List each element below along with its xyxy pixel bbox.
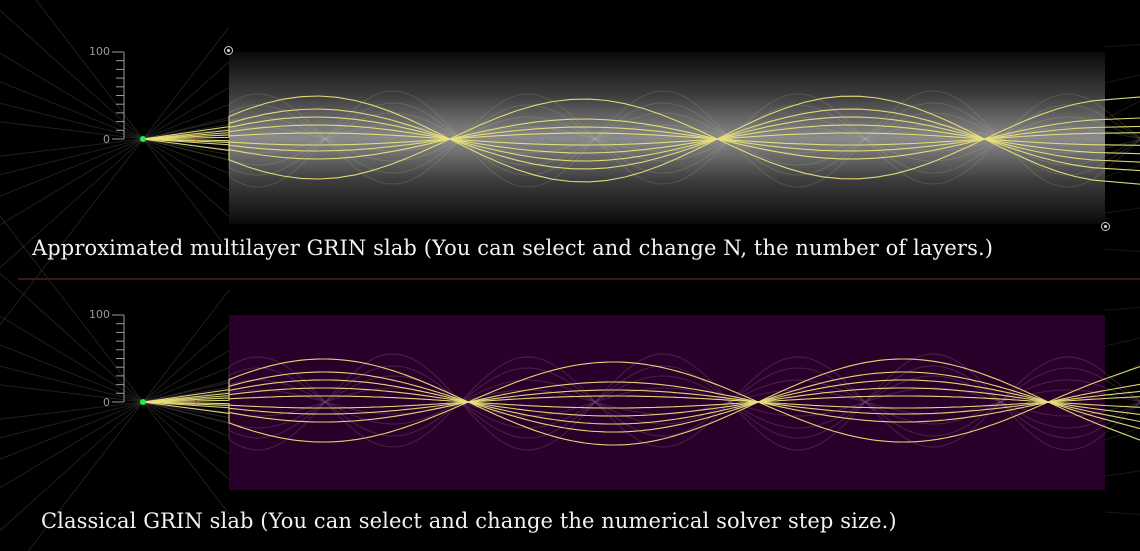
background-ray: [0, 104, 230, 197]
background-ray: [0, 344, 230, 437]
classical-slab-panel: 100 0: [0, 215, 1140, 551]
ray-path: [142, 361, 1140, 443]
ray-path: [142, 132, 1140, 146]
faint-ray: [142, 112, 1140, 166]
y-axis-bottom: 100 0: [89, 308, 125, 409]
ray-bundle-bottom: [142, 358, 1140, 446]
background-ray: [1104, 511, 1140, 515]
resize-handle-bottom-right-icon[interactable]: [1101, 222, 1110, 231]
axis-tick-label-100: 100: [89, 45, 110, 58]
background-ray: [0, 215, 230, 515]
faint-ray: [142, 102, 1140, 176]
ray-path: [142, 389, 1140, 415]
background-ray: [0, 324, 230, 532]
axis-tick-label-0: 0: [103, 396, 110, 409]
ray-source-point-bottom[interactable]: [140, 399, 146, 405]
background-ray: [0, 61, 230, 269]
approximated-slab-caption: Approximated multilayer GRIN slab (You c…: [32, 236, 994, 260]
background-ray: [0, 349, 230, 489]
axis-tick-label-100: 100: [89, 308, 110, 321]
focus-marker-top: [194, 137, 198, 141]
background-ray: [0, 81, 230, 174]
background-ray: [0, 121, 230, 150]
background-ray: [0, 52, 230, 192]
background-ray: [0, 391, 230, 420]
background-ray: [0, 26, 230, 326]
background-ray: [0, 380, 230, 439]
background-ray: [1104, 248, 1140, 252]
ray-path: [142, 132, 1140, 146]
ray-path: [142, 95, 1140, 185]
ray-path: [142, 371, 1140, 433]
background-ray: [1104, 100, 1140, 120]
faint-ray: [142, 375, 1140, 429]
faint-ray: [142, 365, 1140, 439]
background-ray: [27, 289, 230, 551]
faint-ray: [142, 356, 1140, 448]
ray-source-point-top[interactable]: [140, 136, 146, 142]
ray-path: [142, 358, 1140, 446]
background-ray: [1104, 207, 1140, 214]
faint-ray: [142, 379, 1140, 425]
faint-ray: [142, 90, 1140, 188]
classical-slab-caption: Classical GRIN slab (You can select and …: [41, 509, 897, 533]
ray-path: [142, 381, 1140, 423]
ray-path: [142, 387, 1140, 417]
ray-path: [142, 395, 1140, 409]
y-axis-top: 100 0: [89, 45, 125, 146]
ray-path: [142, 124, 1140, 155]
ray-path: [142, 379, 1140, 425]
background-ray: [1104, 164, 1140, 178]
background-ray: [0, 365, 230, 424]
background-ray: [0, 315, 230, 455]
multilayer-slab[interactable]: [229, 52, 1105, 224]
background-ray: [35, 0, 230, 252]
ray-path: [142, 96, 1140, 180]
background-ray: [0, 117, 230, 176]
faint-ray: [142, 116, 1140, 162]
background-ray: [0, 9, 230, 217]
axis-tick-label-0: 0: [103, 133, 110, 146]
classical-slab[interactable]: [229, 315, 1105, 490]
faint-ray: [142, 104, 1140, 174]
faint-ray: [142, 353, 1140, 451]
background-ray: [0, 384, 230, 413]
background-ray: [1104, 44, 1140, 48]
background-ray: [0, 272, 230, 480]
background-ray: [1104, 337, 1140, 347]
ray-path: [142, 116, 1140, 163]
resize-handle-top-left-icon[interactable]: [224, 46, 233, 55]
ray-path: [142, 117, 1140, 160]
approximated-slab-panel: 100 0: [0, 0, 1140, 326]
background-rays-top: [0, 0, 1140, 326]
ray-path: [142, 108, 1140, 172]
faint-ray: [142, 93, 1140, 185]
background-ray: [1104, 74, 1140, 84]
background-ray: [0, 102, 230, 161]
faint-rays-top: [142, 90, 1140, 188]
ray-path: [142, 125, 1140, 152]
panel-divider: [18, 278, 1140, 280]
ray-bundle-top: [142, 95, 1140, 185]
ray-path: [142, 395, 1140, 409]
background-ray: [0, 128, 230, 157]
faint-ray: [142, 367, 1140, 437]
background-rays-bottom: [0, 215, 1140, 551]
background-ray: [1104, 470, 1140, 477]
background-ray: [1104, 307, 1140, 311]
focus-marker-bottom: [194, 400, 198, 404]
background-ray: [0, 367, 230, 460]
background-ray: [0, 86, 230, 226]
